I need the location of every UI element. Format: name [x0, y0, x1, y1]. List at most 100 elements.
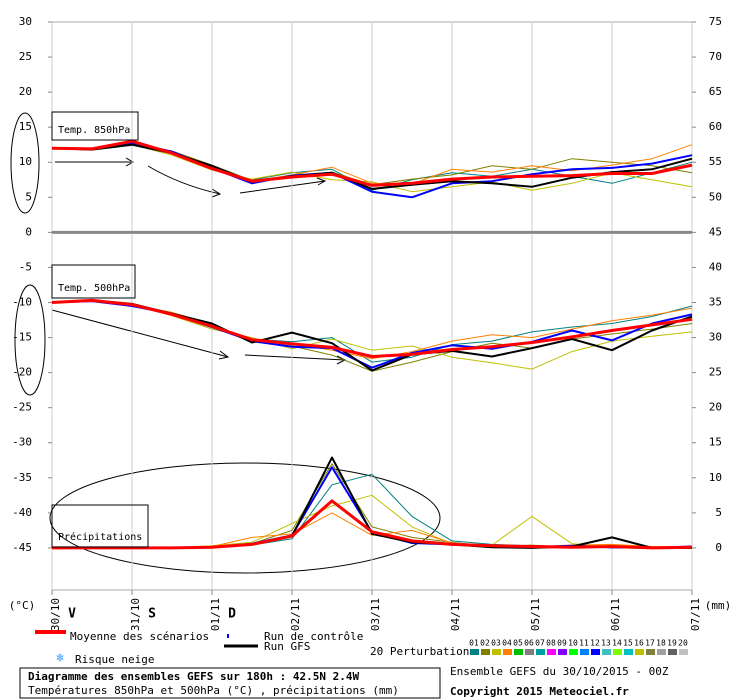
y2-tick-label: 25: [709, 366, 722, 379]
annotation-arrow: [51, 309, 230, 360]
perturbation-swatch: [668, 649, 677, 655]
perturbation-number: 08: [546, 639, 556, 648]
panel-label-box: [51, 264, 136, 299]
y-tick-label: 25: [19, 50, 32, 63]
y-tick-label: -30: [12, 436, 32, 449]
perturbation-number: 02: [480, 639, 490, 648]
panel-label-box: [51, 111, 139, 141]
day-letter: V: [68, 607, 76, 622]
y-tick-label: 10: [19, 155, 32, 168]
chart-title: Diagramme des ensembles GEFS sur 180h : …: [28, 670, 360, 683]
x-tick-label: 04/11: [449, 598, 462, 631]
perturbation-line: [51, 144, 693, 193]
y-tick-label: -15: [12, 331, 32, 344]
y-tick-label: 0: [25, 225, 32, 238]
perturbation-number: 18: [656, 639, 666, 648]
panel-label: Temp. 500hPa: [58, 283, 130, 294]
perturbation-number: 07: [535, 639, 545, 648]
y-tick-label: 20: [19, 85, 32, 98]
perturbation-swatch: [613, 649, 622, 655]
x-tick-label: 06/11: [609, 598, 622, 631]
annotation-ellipse: [49, 462, 441, 574]
y-tick-label: -20: [12, 366, 32, 379]
perturbation-number: 13: [601, 639, 611, 648]
legend-label: Moyenne des scénarios: [70, 630, 209, 643]
perturbation-swatch: [536, 649, 545, 655]
perturbation-swatch: [657, 649, 666, 655]
perturbation-number: 09: [557, 639, 567, 648]
legend-swatch: [227, 634, 229, 638]
annotation-arrow: [244, 354, 347, 365]
perturbation-number: 17: [645, 639, 655, 648]
perturbation-swatch: [525, 649, 534, 655]
perturbation-label: 20 Perturbations: [370, 645, 476, 658]
annotation-ellipse: [10, 112, 40, 214]
perturbation-number: 06: [524, 639, 534, 648]
x-tick-label: 03/11: [369, 598, 382, 631]
y2-tick-label: 45: [709, 225, 722, 238]
y2-tick-label: 55: [709, 155, 722, 168]
perturbation-swatch: [646, 649, 655, 655]
y-tick-label: -45: [12, 541, 32, 554]
panel-label: Temp. 850hPa: [58, 125, 130, 136]
perturbation-number: 12: [590, 639, 600, 648]
x-tick-label: 05/11: [529, 598, 542, 631]
y-unit: (°C): [9, 599, 36, 612]
perturbation-swatch: [481, 649, 490, 655]
perturbation-number: 03: [491, 639, 501, 648]
y-tick-label: -25: [12, 401, 32, 414]
x-tick-label: 02/11: [289, 598, 302, 631]
perturbation-swatch: [492, 649, 501, 655]
x-tick-label: 07/11: [689, 598, 702, 631]
y-tick-label: -35: [12, 471, 32, 484]
perturbation-number: 01: [469, 639, 479, 648]
annotation-arrow: [239, 177, 327, 194]
y2-unit: (mm): [705, 599, 732, 612]
series-line: [51, 139, 693, 187]
perturbation-number: 04: [502, 639, 512, 648]
x-tick-label: 30/10: [49, 598, 62, 631]
x-tick-label: 01/11: [209, 598, 222, 631]
y-tick-label: -5: [19, 260, 32, 273]
panel-label-box: [51, 504, 149, 548]
y2-tick-label: 15: [709, 436, 722, 449]
y2-tick-label: 10: [709, 471, 722, 484]
perturbation-swatch: [569, 649, 578, 655]
perturbation-swatch: [602, 649, 611, 655]
y2-tick-label: 70: [709, 50, 722, 63]
copyright: Copyright 2015 Meteociel.fr: [450, 685, 629, 698]
y2-tick-label: 30: [709, 331, 722, 344]
annotation-arrow: [55, 157, 135, 167]
y-tick-label: 30: [19, 15, 32, 28]
legend-label: Run GFS: [264, 640, 310, 653]
snow-label: Risque neige: [75, 653, 154, 666]
day-letter: S: [148, 607, 156, 622]
day-letter: D: [228, 607, 236, 622]
perturbation-swatch: [679, 649, 688, 655]
y-tick-label: 15: [19, 120, 32, 133]
snow-icon: ❄: [56, 651, 63, 665]
perturbation-swatch: [591, 649, 600, 655]
chart-subtitle: Températures 850hPa et 500hPa (°C) , pré…: [28, 684, 399, 697]
x-tick-label: 31/10: [129, 598, 142, 631]
annotations: [10, 112, 441, 574]
run-info: Ensemble GEFS du 30/10/2015 - 00Z: [450, 665, 669, 678]
y2-tick-label: 65: [709, 85, 722, 98]
perturbation-swatch: [470, 649, 479, 655]
y-tick-label: -40: [12, 506, 32, 519]
y-tick-label: 5: [25, 190, 32, 203]
perturbation-number: 16: [634, 639, 644, 648]
perturbation-swatch: [558, 649, 567, 655]
y2-tick-label: 20: [709, 401, 722, 414]
perturbation-number: 14: [612, 639, 622, 648]
perturbation-number: 20: [678, 639, 688, 648]
y2-tick-label: 35: [709, 295, 722, 308]
series-line: [52, 499, 693, 550]
perturbation-swatch: [503, 649, 512, 655]
y2-tick-label: 50: [709, 190, 722, 203]
perturbation-number: 10: [568, 639, 578, 648]
perturbation-swatch: [580, 649, 589, 655]
perturbation-swatch: [624, 649, 633, 655]
y-tick-label: -10: [12, 295, 32, 308]
